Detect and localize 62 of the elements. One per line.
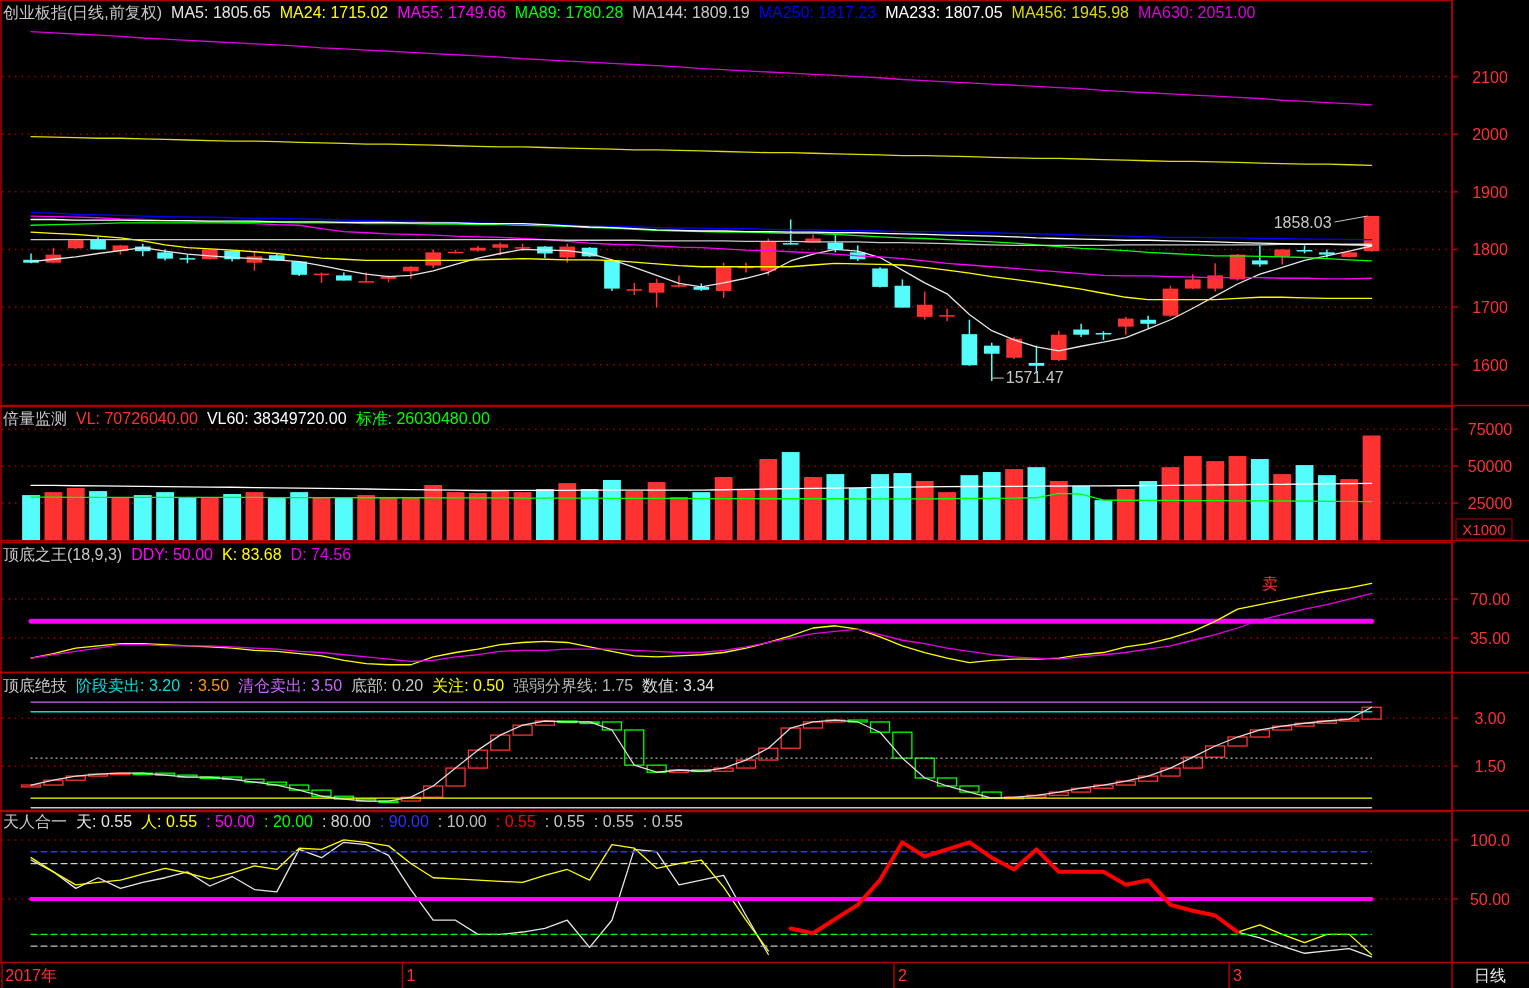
text: VL60: 38349720.00 [206,410,347,427]
y-tick-label: 1900 [1472,183,1508,201]
text: 人: 0.55 [141,813,198,830]
y-tick-label: 3.00 [1474,710,1506,728]
text: : 0.55 [495,813,536,830]
y-tick-label: 2100 [1472,68,1508,86]
y-tick-label: 1700 [1472,299,1508,317]
text: VL: 70726040.00 [76,410,198,427]
series-label: 阶段卖出: 3.20 [76,677,181,694]
text: : 50.00 [206,813,256,830]
series-label: : 90.00 [379,813,429,830]
text: 天: 0.55 [76,813,133,830]
chart-title: 倍量监测 [3,410,67,427]
text: : 10.00 [437,813,487,830]
y-tick-label: 100.0 [1469,831,1511,849]
chart-title: 创业板指(日线,前复权) [3,4,163,21]
x-tick-label: 2017年 [5,967,57,984]
text: 底部: 0.20 [351,677,424,694]
y-tick-label: 1800 [1472,241,1508,259]
text: MA630: 2051.00 [1138,4,1256,21]
text: MA144: 1809.19 [632,4,750,21]
y-tick-label: 1.50 [1474,758,1506,776]
y-axis-title: X1000 [1462,521,1506,538]
text: 数值: 3.34 [642,677,715,694]
text: K: 83.68 [221,546,282,563]
text: MA5: 1805.65 [171,4,271,21]
y-tick-label: 2000 [1472,126,1508,144]
annotation: : 0.55 [593,813,634,830]
text: DDY: 50.00 [131,546,214,563]
chart-title: 顶底之王(18,9,3) [3,546,123,563]
text: D: 74.56 [290,546,352,563]
text: : 80.00 [321,813,371,830]
series-label: 清仓卖出: 3.50 [238,677,343,694]
annotation: : 0.55 [642,813,683,830]
text: 关注: 0.50 [432,677,505,694]
chart-title: 顶底绝技 [3,677,67,694]
legend-label: : 3.50 [189,677,230,694]
y-tick-label: 70.00 [1469,591,1511,609]
y-tick-label: 25000 [1467,495,1513,513]
text: MA456: 1945.98 [1011,4,1130,21]
text: MA55: 1749.66 [397,4,506,21]
x-tick-label: 3 [1233,967,1243,984]
y-tick-label: 75000 [1467,421,1513,439]
y-tick-label: 1600 [1472,356,1508,374]
y-tick-label: 50.00 [1469,890,1511,908]
x-tick-label: 1 [406,967,416,984]
annotation: 卖 [1262,575,1278,592]
text: 强弱分界线: 1.75 [513,677,634,694]
x-axis-title: 日线 [1474,967,1506,984]
text: MA89: 1780.28 [514,4,624,21]
text: 标准: 26030480.00 [354,410,490,427]
text: : 20.00 [264,813,314,830]
annotation: 1571.47 [1005,369,1064,387]
y-tick-label: 50000 [1467,458,1513,476]
annotation: : 0.55 [544,813,585,830]
y-tick-label: 35.00 [1469,630,1511,648]
text: MA24: 1715.02 [279,4,389,21]
text: MA250: 1817.23 [758,4,877,21]
chart-title: 天人合一 [3,813,67,830]
annotation: 1858.03 [1273,214,1332,232]
x-tick-label: 2 [897,967,907,984]
text: MA233: 1807.05 [885,4,1003,21]
